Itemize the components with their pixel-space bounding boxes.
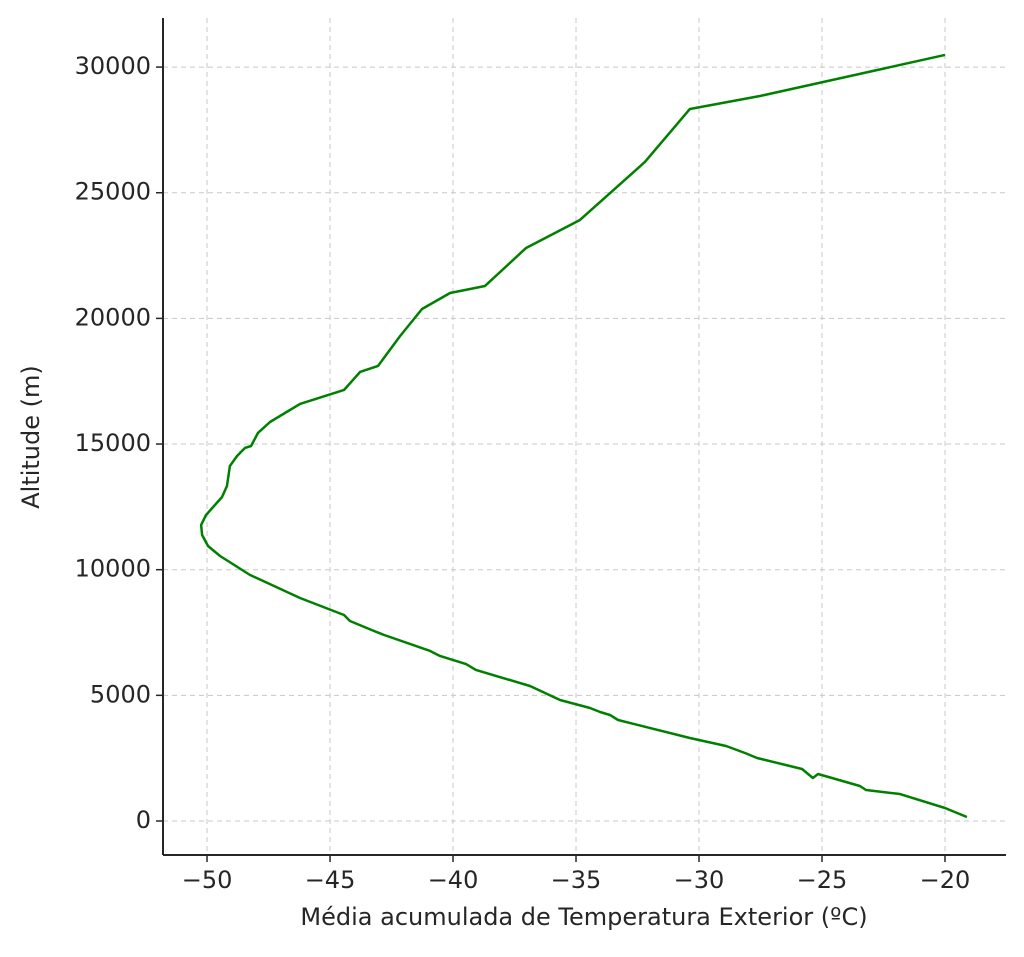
x-tick-label: −30 bbox=[674, 866, 725, 894]
x-tick-label: −35 bbox=[551, 866, 602, 894]
x-tick-label: −45 bbox=[305, 866, 356, 894]
y-tick-label: 10000 bbox=[75, 555, 151, 583]
y-tick-label: 30000 bbox=[75, 52, 151, 80]
data-line bbox=[199, 53, 968, 819]
y-tick-label: 15000 bbox=[75, 429, 151, 457]
x-axis-label: Média acumulada de Temperatura Exterior … bbox=[300, 903, 867, 931]
x-tick-label: −25 bbox=[797, 866, 848, 894]
y-axis-label: Altitude (m) bbox=[17, 365, 45, 509]
x-tick-label: −20 bbox=[920, 866, 971, 894]
y-tick-label: 20000 bbox=[75, 303, 151, 331]
y-tick-label: 25000 bbox=[75, 178, 151, 206]
x-tick-label: −50 bbox=[182, 866, 233, 894]
x-tick-label: −40 bbox=[428, 866, 479, 894]
y-tick-label: 0 bbox=[136, 806, 151, 834]
y-tick-label: 5000 bbox=[90, 680, 151, 708]
